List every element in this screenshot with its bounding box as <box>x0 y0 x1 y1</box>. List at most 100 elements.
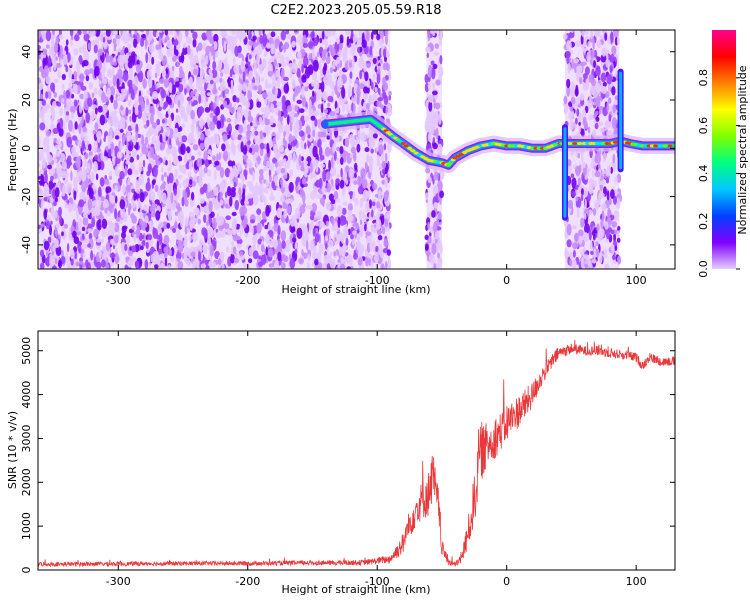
noise-blob <box>247 89 253 101</box>
noise-blob <box>58 127 64 137</box>
noise-blob <box>348 61 353 68</box>
noise-blob <box>294 105 299 112</box>
noise-blob <box>269 163 275 171</box>
noise-blob <box>343 154 347 164</box>
noise-blob <box>580 128 585 138</box>
noise-blob <box>163 234 170 245</box>
noise-blob <box>181 105 185 114</box>
noise-blob <box>156 124 162 132</box>
noise-blob <box>98 90 102 97</box>
noise-blob <box>569 259 573 267</box>
noise-blob <box>362 189 369 200</box>
noise-blob <box>284 255 289 263</box>
noise-blob <box>366 154 370 163</box>
noise-blob <box>92 30 96 35</box>
noise-blob <box>260 253 267 265</box>
noise-blob <box>594 30 599 38</box>
noise-blob <box>563 102 569 113</box>
noise-blob <box>174 168 178 178</box>
noise-blob <box>274 39 279 49</box>
noise-blob <box>145 52 149 64</box>
noise-blob <box>213 228 216 236</box>
noise-blob <box>162 68 167 79</box>
noise-blob <box>72 230 77 239</box>
noise-blob <box>109 126 113 139</box>
noise-blob <box>365 231 372 237</box>
noise-blob <box>173 157 179 166</box>
noise-blob <box>381 160 387 169</box>
noise-blob <box>83 33 90 42</box>
noise-blob <box>221 178 227 189</box>
noise-blob <box>266 43 271 49</box>
noise-blob <box>213 33 219 43</box>
noise-blob <box>376 33 381 41</box>
noise-blob <box>425 192 429 201</box>
noise-blob <box>335 180 339 186</box>
noise-blob <box>77 30 82 35</box>
noise-blob <box>133 102 138 108</box>
noise-blob <box>97 121 101 131</box>
noise-blob <box>572 250 576 258</box>
noise-blob <box>247 161 253 169</box>
noise-blob <box>312 90 315 97</box>
noise-blob <box>380 215 385 225</box>
noise-blob <box>589 240 593 250</box>
noise-blob <box>47 236 52 244</box>
noise-blob <box>196 45 199 53</box>
noise-blob <box>432 82 435 87</box>
noise-blob <box>54 41 59 54</box>
noise-blob <box>137 104 142 112</box>
noise-blob <box>611 45 617 56</box>
noise-blob <box>301 249 304 257</box>
noise-blob <box>174 81 180 88</box>
noise-blob <box>309 221 315 230</box>
noise-blob <box>148 43 155 54</box>
noise-blob <box>38 65 44 73</box>
noise-blob <box>198 119 205 127</box>
noise-blob <box>121 231 126 239</box>
noise-blob <box>190 90 194 98</box>
noise-blob <box>182 46 188 55</box>
noise-blob <box>61 231 64 237</box>
noise-blob <box>198 175 202 184</box>
noise-blob <box>571 190 576 197</box>
trace-hotspot <box>662 144 668 148</box>
noise-blob <box>38 83 44 91</box>
noise-blob <box>230 83 234 95</box>
trace-hotspot <box>667 144 673 148</box>
noise-blob <box>215 231 222 239</box>
noise-blob <box>102 104 109 114</box>
noise-blob <box>315 159 319 169</box>
noise-blob <box>76 231 81 236</box>
x-tick-label: -100 <box>365 274 390 287</box>
noise-blob <box>45 251 49 257</box>
noise-blob <box>291 78 296 90</box>
noise-blob <box>70 88 73 93</box>
noise-blob <box>574 232 579 242</box>
noise-blob <box>335 107 340 114</box>
noise-blob <box>82 243 88 250</box>
noise-blob <box>570 96 576 105</box>
noise-blob <box>80 85 87 91</box>
noise-blob <box>372 73 376 80</box>
noise-blob <box>312 49 316 61</box>
noise-blob <box>140 235 145 240</box>
noise-blob <box>567 62 571 74</box>
noise-blob <box>181 135 188 143</box>
noise-blob <box>437 252 440 259</box>
noise-blob <box>302 235 307 241</box>
noise-blob <box>366 63 371 69</box>
noise-blob <box>171 146 177 157</box>
noise-blob <box>159 112 163 119</box>
noise-blob <box>107 147 112 158</box>
noise-blob <box>298 154 302 166</box>
noise-blob <box>313 37 319 46</box>
noise-blob <box>352 190 356 202</box>
noise-blob <box>598 252 603 264</box>
noise-blob <box>207 226 214 238</box>
noise-blob <box>264 125 271 136</box>
noise-blob <box>251 226 254 235</box>
noise-blob <box>370 225 375 233</box>
noise-blob <box>132 150 137 157</box>
noise-blob <box>148 263 151 269</box>
